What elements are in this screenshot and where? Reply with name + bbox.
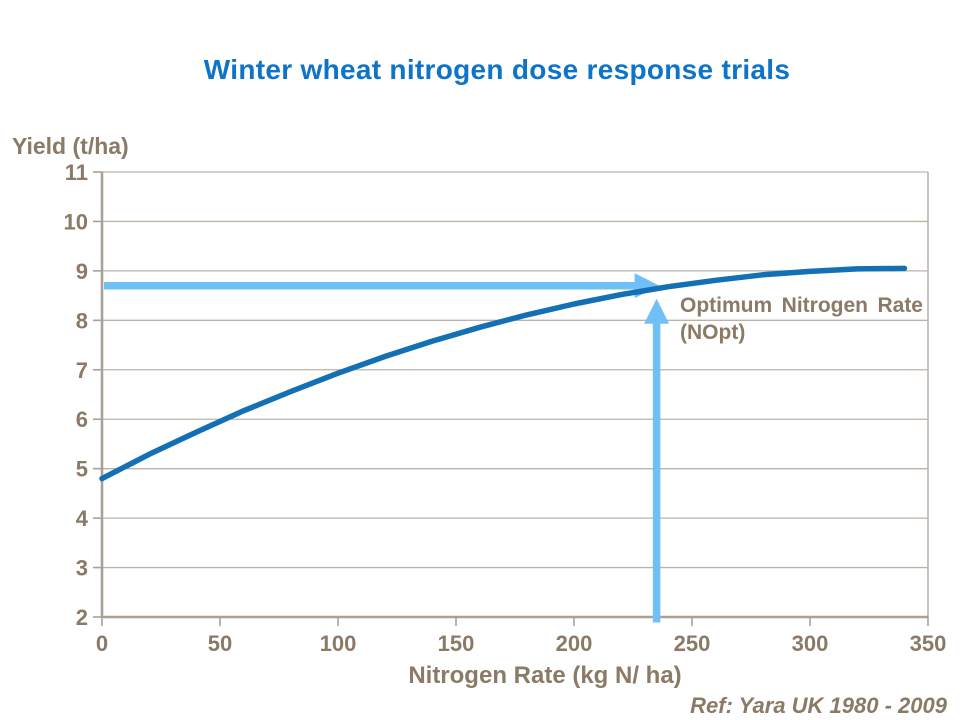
y-tick-label: 2 [76, 605, 88, 630]
x-tick-label: 300 [792, 631, 829, 656]
x-tick-label: 150 [438, 631, 475, 656]
x-tick-label: 0 [96, 631, 108, 656]
x-tick-label: 250 [674, 631, 711, 656]
optimum-annotation-line1: Optimum Nitrogen Rate [680, 294, 923, 317]
x-tick-label: 100 [320, 631, 357, 656]
yield-response-curve [99, 265, 908, 482]
y-tick-label: 9 [76, 259, 88, 284]
y-tick-label: 10 [64, 209, 88, 234]
chart-title: Winter wheat nitrogen dose response tria… [203, 54, 791, 85]
optimum-annotation: Optimum Nitrogen Rate (NOpt) [680, 292, 923, 346]
y-tick-label: 8 [76, 308, 88, 333]
optimum-vertical-arrow-head [644, 298, 670, 324]
x-tick-label: 50 [208, 631, 232, 656]
y-tick-label: 3 [76, 556, 88, 581]
y-tick-label: 4 [76, 506, 89, 531]
y-tick-label: 11 [65, 160, 88, 185]
reference-note: Ref: Yara UK 1980 - 2009 [690, 693, 947, 718]
y-tick-label: 7 [76, 358, 88, 383]
y-axis-title: Yield (t/ha) [12, 133, 129, 159]
optimum-annotation-line2: (NOpt) [680, 321, 746, 344]
x-tick-label: 200 [556, 631, 593, 656]
y-tick-label: 6 [76, 407, 88, 432]
x-tick-label: 350 [910, 631, 947, 656]
x-axis-title: Nitrogen Rate (kg N/ ha) [408, 662, 682, 689]
y-tick-label: 5 [76, 457, 88, 482]
